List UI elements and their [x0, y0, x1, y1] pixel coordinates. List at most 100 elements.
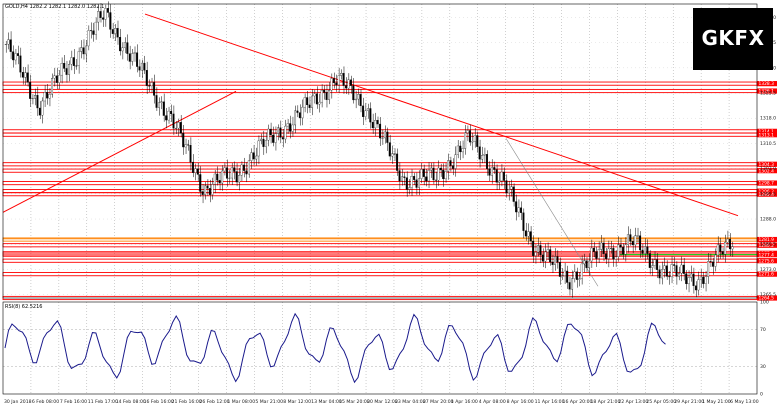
candle-body: [724, 241, 727, 255]
candle-body: [235, 171, 238, 183]
level-price-text: 1280.2: [759, 243, 775, 249]
level-box[interactable]: [2, 168, 758, 173]
level-price-tag: [757, 252, 777, 258]
level-price-text: 1314.1: [759, 129, 775, 135]
candle-body: [184, 144, 187, 148]
price-candles: [4, 1, 734, 298]
candle-body: [641, 249, 644, 254]
candle-body: [619, 244, 622, 248]
candle-body: [607, 248, 610, 259]
level-box[interactable]: [2, 162, 758, 167]
level-box[interactable]: [2, 237, 758, 242]
candle-body: [653, 259, 656, 266]
time-tick-label: 27 Mar 20:00: [423, 399, 454, 405]
candle-body: [162, 101, 165, 116]
candle-body: [677, 273, 680, 277]
level-box[interactable]: [2, 88, 758, 94]
candle-body: [563, 270, 566, 277]
candle-body: [595, 251, 598, 259]
candle-body: [318, 101, 321, 105]
candle-body: [405, 177, 408, 190]
candle-body: [527, 231, 530, 237]
level-box[interactable]: [2, 81, 758, 86]
candle-body: [133, 52, 136, 54]
candle-body: [520, 207, 523, 213]
candle-body: [94, 21, 97, 35]
candle-body: [578, 278, 581, 280]
symbol-info: GOLD,H4 1282.2 1282.1 1282.0 1282.1: [5, 4, 104, 10]
candle-body: [583, 260, 586, 265]
level-price-tag: [757, 132, 777, 138]
candle-body: [381, 137, 384, 139]
level-price-tag: [757, 81, 777, 87]
time-tick-label: 1 May 21:00: [702, 399, 731, 405]
candle-body: [296, 110, 299, 113]
candle-body: [208, 188, 211, 195]
candle-body: [359, 94, 362, 107]
candle-body: [187, 144, 190, 146]
candle-body: [345, 85, 348, 89]
candle-body: [680, 264, 683, 274]
candle-body: [201, 191, 204, 195]
candle-body: [692, 273, 695, 286]
candle-body: [471, 141, 474, 143]
candle-body: [609, 248, 612, 250]
support-trendline[interactable]: [2, 90, 237, 213]
candle-body: [675, 265, 678, 277]
candle-body: [87, 30, 90, 47]
candle-body: [481, 155, 484, 160]
candle-body: [55, 75, 58, 83]
candle-body: [388, 142, 391, 157]
candle-body: [38, 107, 41, 116]
candle-body: [191, 161, 194, 173]
candle-body: [687, 277, 690, 285]
candle-body: [396, 153, 399, 171]
level-box[interactable]: [2, 258, 758, 263]
candle-body: [515, 201, 518, 213]
candle-body: [245, 170, 248, 175]
candle-body: [512, 186, 515, 202]
candle-body: [371, 121, 374, 129]
candle-body: [454, 154, 457, 169]
candle-body: [451, 165, 454, 169]
level-price-tag: [757, 271, 777, 277]
candle-body: [400, 176, 403, 182]
price-tick-label: 1318.0: [760, 116, 776, 122]
candle-body: [43, 92, 46, 102]
trend-lines[interactable]: [2, 13, 739, 287]
candle-body: [629, 234, 632, 242]
level-box[interactable]: [2, 272, 758, 277]
candle-body: [347, 79, 350, 89]
candle-body: [468, 130, 471, 143]
time-tick-label: 1 Apr 16:00: [451, 399, 478, 405]
candle-body: [301, 106, 304, 119]
resistance-trendline[interactable]: [144, 13, 739, 217]
price-tick-label: 1280.5: [760, 242, 776, 248]
candle-body: [34, 95, 37, 99]
level-price-text: 1313.1: [759, 132, 775, 138]
level-price-tag: [757, 88, 777, 94]
level-price-text: 1275.6: [759, 258, 775, 264]
candle-body: [524, 230, 527, 237]
candle-body: [544, 251, 547, 262]
level-price-tag: [757, 128, 777, 134]
time-tick-label: 11 Apr 16:00: [535, 399, 565, 405]
time-tick-label: 22 Apr 13:00: [618, 399, 648, 405]
candle-body: [165, 115, 168, 121]
candle-body: [444, 171, 447, 180]
candle-body: [500, 171, 503, 182]
candle-body: [286, 123, 289, 127]
candle-body: [704, 276, 707, 284]
candle-body: [269, 128, 272, 136]
candle-body: [646, 246, 649, 254]
price-tick-label: 1303.0: [760, 166, 776, 172]
candle-body: [126, 42, 129, 54]
candle-body: [46, 92, 49, 99]
level-price-tag: [757, 180, 777, 186]
candle-body: [459, 145, 462, 153]
candle-body: [624, 244, 627, 255]
candle-body: [656, 259, 659, 270]
